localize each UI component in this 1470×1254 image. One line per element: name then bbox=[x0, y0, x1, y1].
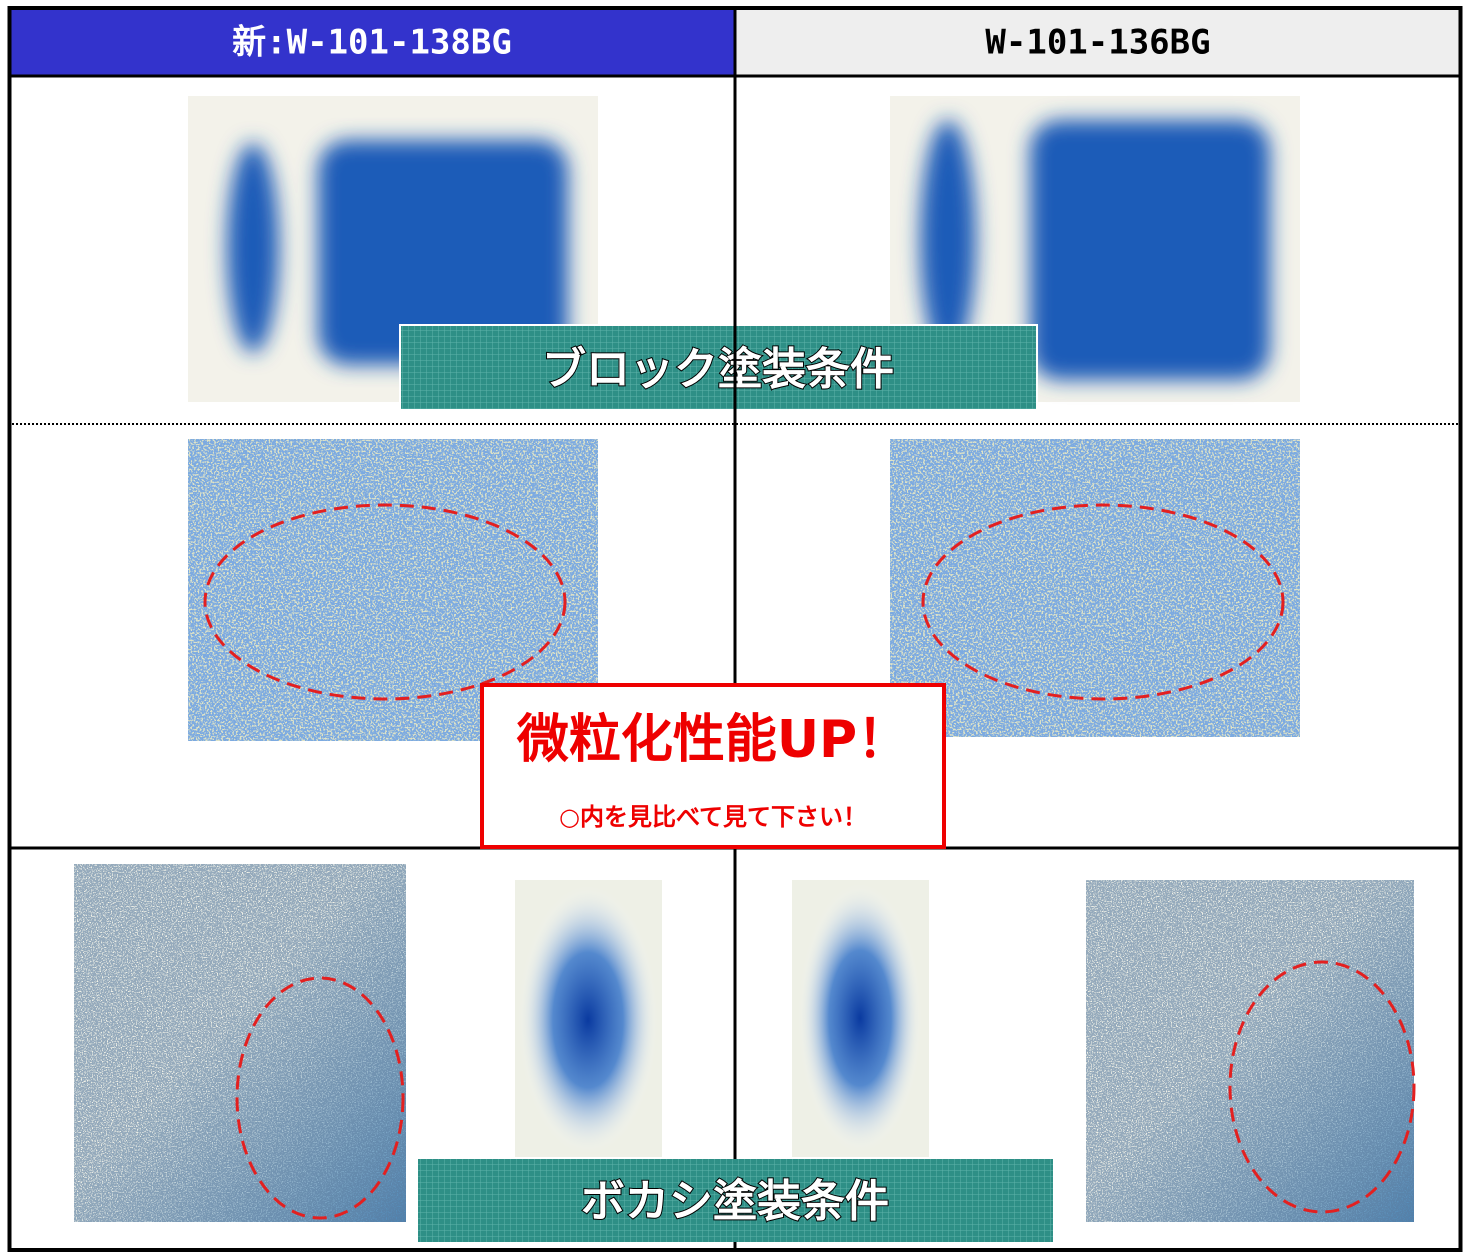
callout-note: ○内を見比べて見て下さい！ bbox=[559, 803, 867, 831]
left-title: 新:W-101-138BG bbox=[232, 23, 512, 63]
callout-title: 微粒化性能UP！ bbox=[516, 710, 909, 770]
bokashi-spot-right bbox=[792, 880, 929, 1157]
outer-border bbox=[7, 6, 1463, 1252]
bokashi-spot-left bbox=[515, 880, 662, 1157]
bokashi-label-box bbox=[418, 1159, 1053, 1242]
focus-ellipse bbox=[203, 503, 567, 701]
block-label: ブロック塗装条件 bbox=[542, 344, 894, 395]
fine-image-right bbox=[890, 439, 1300, 737]
block-label-box bbox=[399, 324, 1038, 411]
header-right bbox=[735, 8, 1462, 76]
callout-box bbox=[480, 683, 946, 849]
focus-ellipse bbox=[1228, 960, 1416, 1214]
bokashi-label: ボカシ塗装条件 bbox=[581, 1176, 889, 1227]
right-title: W-101-136BG bbox=[985, 23, 1210, 63]
bokashi-image-right bbox=[1086, 880, 1414, 1222]
focus-ellipse bbox=[235, 976, 405, 1220]
focus-ellipse bbox=[921, 503, 1285, 701]
header-left bbox=[8, 8, 735, 76]
bokashi-image-left bbox=[74, 864, 406, 1222]
